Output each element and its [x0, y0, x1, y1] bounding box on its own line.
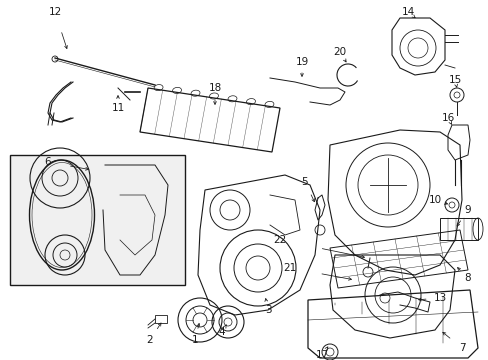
Text: 9: 9 — [464, 205, 470, 215]
Text: 11: 11 — [111, 103, 124, 113]
Bar — [10, 155, 184, 285]
Bar — [439, 218, 477, 240]
Text: 13: 13 — [432, 293, 446, 303]
Text: 12: 12 — [48, 7, 61, 17]
Text: 7: 7 — [458, 343, 465, 353]
Text: 8: 8 — [464, 273, 470, 283]
Text: 15: 15 — [447, 75, 461, 85]
Text: 16: 16 — [441, 113, 454, 123]
Text: 19: 19 — [295, 57, 308, 67]
Text: 20: 20 — [333, 47, 346, 57]
Text: 18: 18 — [208, 83, 221, 93]
Bar — [155, 315, 167, 323]
Text: 3: 3 — [264, 305, 271, 315]
Text: 10: 10 — [427, 195, 441, 205]
Text: 2: 2 — [146, 335, 153, 345]
Text: 14: 14 — [401, 7, 414, 17]
Text: 17: 17 — [315, 350, 328, 360]
Text: 4: 4 — [218, 327, 225, 337]
Text: 6: 6 — [44, 157, 51, 167]
Text: 21: 21 — [283, 263, 296, 273]
Text: 22: 22 — [273, 235, 286, 245]
Text: 1: 1 — [191, 335, 198, 345]
Text: 5: 5 — [301, 177, 307, 187]
